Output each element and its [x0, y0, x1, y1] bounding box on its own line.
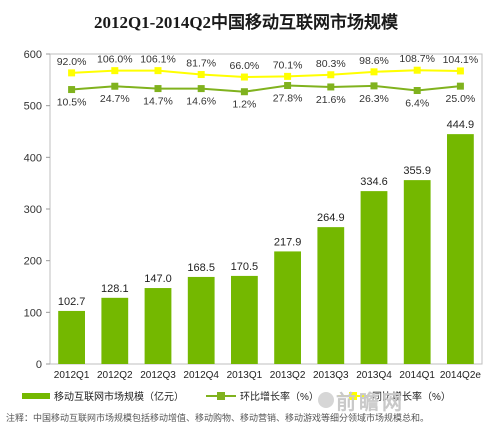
bar	[360, 191, 388, 364]
bar	[317, 227, 345, 364]
y-tick-label: 400	[24, 152, 42, 164]
bars	[58, 134, 474, 364]
yoy-marker	[68, 69, 76, 77]
qoq-line	[71, 84, 461, 93]
yoy-marker	[413, 66, 421, 74]
y-tick-label: 600	[24, 49, 42, 61]
legend-item-qoq: 环比增长率（%）	[206, 388, 319, 403]
x-tick-label: 2013Q3	[313, 370, 349, 381]
legend-label-qoq: 环比增长率（%）	[240, 392, 319, 403]
labels: 102.7 128.1 147.0 168.5 170.5 217.9 264.9 334.6…	[57, 53, 479, 308]
qoq-label: 6.4%	[405, 98, 429, 110]
yoy-label: 92.0%	[57, 56, 87, 68]
yoy-marker	[111, 67, 119, 75]
qoq-label: 24.7%	[100, 93, 130, 105]
qoq-label: 14.7%	[143, 96, 173, 108]
qoq-marker	[456, 82, 464, 90]
legend-swatch-qoq	[206, 391, 236, 400]
bar	[101, 297, 129, 364]
legend-label-bar: 移动互联网市场规模（亿元）	[54, 392, 184, 403]
y-tick-label: 100	[24, 307, 42, 319]
axes: 0 100 200 300 400 500 600 2012Q1 2012Q2 2012Q3 201…	[24, 49, 483, 381]
yoy-marker	[154, 67, 162, 75]
lines	[68, 66, 464, 96]
x-tick-label: 2013Q2	[270, 370, 306, 381]
bar	[58, 310, 85, 364]
bar	[144, 288, 172, 364]
qoq-label: 27.8%	[273, 93, 303, 105]
legend-swatch-yoy	[338, 391, 368, 400]
bar-value-label: 170.5	[231, 261, 259, 273]
bar-value-label: 444.9	[447, 119, 475, 131]
watermark-text: 前瞻网	[336, 392, 405, 414]
chart-title: 2012Q1-2014Q2中国移动互联网市场规模	[93, 13, 399, 32]
yoy-label: 104.1%	[443, 54, 479, 66]
x-tick-label: 2013Q1	[227, 370, 263, 381]
footnote: 注释：中国移动互联网市场规模包括移动增值、移动购物、移动营销、移动游戏等细分领域…	[6, 413, 430, 423]
bar-value-label: 264.9	[317, 212, 345, 224]
x-tick-label: 2012Q3	[140, 370, 176, 381]
qoq-label: 14.6%	[186, 96, 216, 108]
qoq-marker	[327, 83, 335, 91]
y-tick-label: 200	[24, 256, 42, 268]
qoq-marker	[370, 82, 378, 90]
qoq-marker	[197, 85, 205, 93]
bar-value-label: 147.0	[144, 273, 172, 285]
bar	[274, 251, 301, 364]
yoy-label: 106.0%	[97, 54, 133, 66]
qoq-label: 10.5%	[57, 97, 87, 109]
qoq-label: 26.3%	[359, 93, 389, 105]
watermark-logo	[318, 392, 334, 408]
bar	[403, 180, 431, 364]
bar-value-label: 102.7	[58, 296, 86, 308]
qoq-marker	[68, 86, 76, 94]
qoq-marker	[284, 82, 292, 90]
y-tick-label: 0	[36, 359, 42, 371]
yoy-label: 106.1%	[140, 54, 176, 66]
qoq-marker	[111, 82, 119, 90]
qoq-label: 21.6%	[316, 94, 346, 106]
x-tick-label: 2012Q2	[97, 370, 133, 381]
qoq-marker	[240, 88, 248, 96]
qoq-label: 1.2%	[232, 99, 256, 111]
yoy-label: 80.3%	[316, 58, 346, 70]
bar	[447, 134, 474, 364]
legend-item-bar: 移动互联网市场规模（亿元）	[22, 388, 184, 403]
yoy-label: 81.7%	[186, 58, 216, 70]
legend: 移动互联网市场规模（亿元） 环比增长率（%） 同比增长率（%）	[0, 388, 492, 404]
x-tick-label: 2012Q4	[183, 370, 219, 381]
bar-value-label: 334.6	[360, 176, 388, 188]
bar-value-label: 128.1	[101, 283, 129, 295]
legend-swatch-bar	[22, 392, 50, 399]
yoy-marker	[240, 73, 248, 81]
yoy-label: 108.7%	[399, 53, 435, 65]
x-tick-label: 2012Q1	[54, 370, 90, 381]
yoy-marker	[370, 68, 378, 76]
bar	[187, 276, 215, 364]
qoq-marker	[154, 85, 162, 93]
yoy-label: 66.0%	[230, 60, 260, 72]
qoq-label: 25.0%	[446, 93, 476, 105]
y-tick-label: 500	[24, 101, 42, 113]
x-tick-label: 2014Q1	[399, 370, 435, 381]
yoy-label: 98.6%	[359, 55, 389, 67]
yoy-line	[71, 69, 461, 79]
legend-item-yoy: 同比增长率（%）	[338, 388, 451, 403]
yoy-marker	[197, 71, 205, 79]
yoy-marker	[284, 72, 292, 80]
bar-value-label: 355.9	[403, 165, 431, 177]
qoq-marker	[413, 87, 421, 95]
yoy-marker	[456, 67, 464, 75]
bar	[231, 275, 258, 364]
yoy-label: 70.1%	[273, 59, 303, 71]
x-tick-label: 2014Q2e	[440, 370, 482, 381]
bar-value-label: 217.9	[274, 236, 302, 248]
x-tick-label: 2013Q4	[356, 370, 392, 381]
bar-value-label: 168.5	[187, 262, 215, 274]
y-tick-label: 300	[24, 204, 42, 216]
legend-label-yoy: 同比增长率（%）	[372, 392, 451, 403]
yoy-marker	[327, 71, 335, 79]
